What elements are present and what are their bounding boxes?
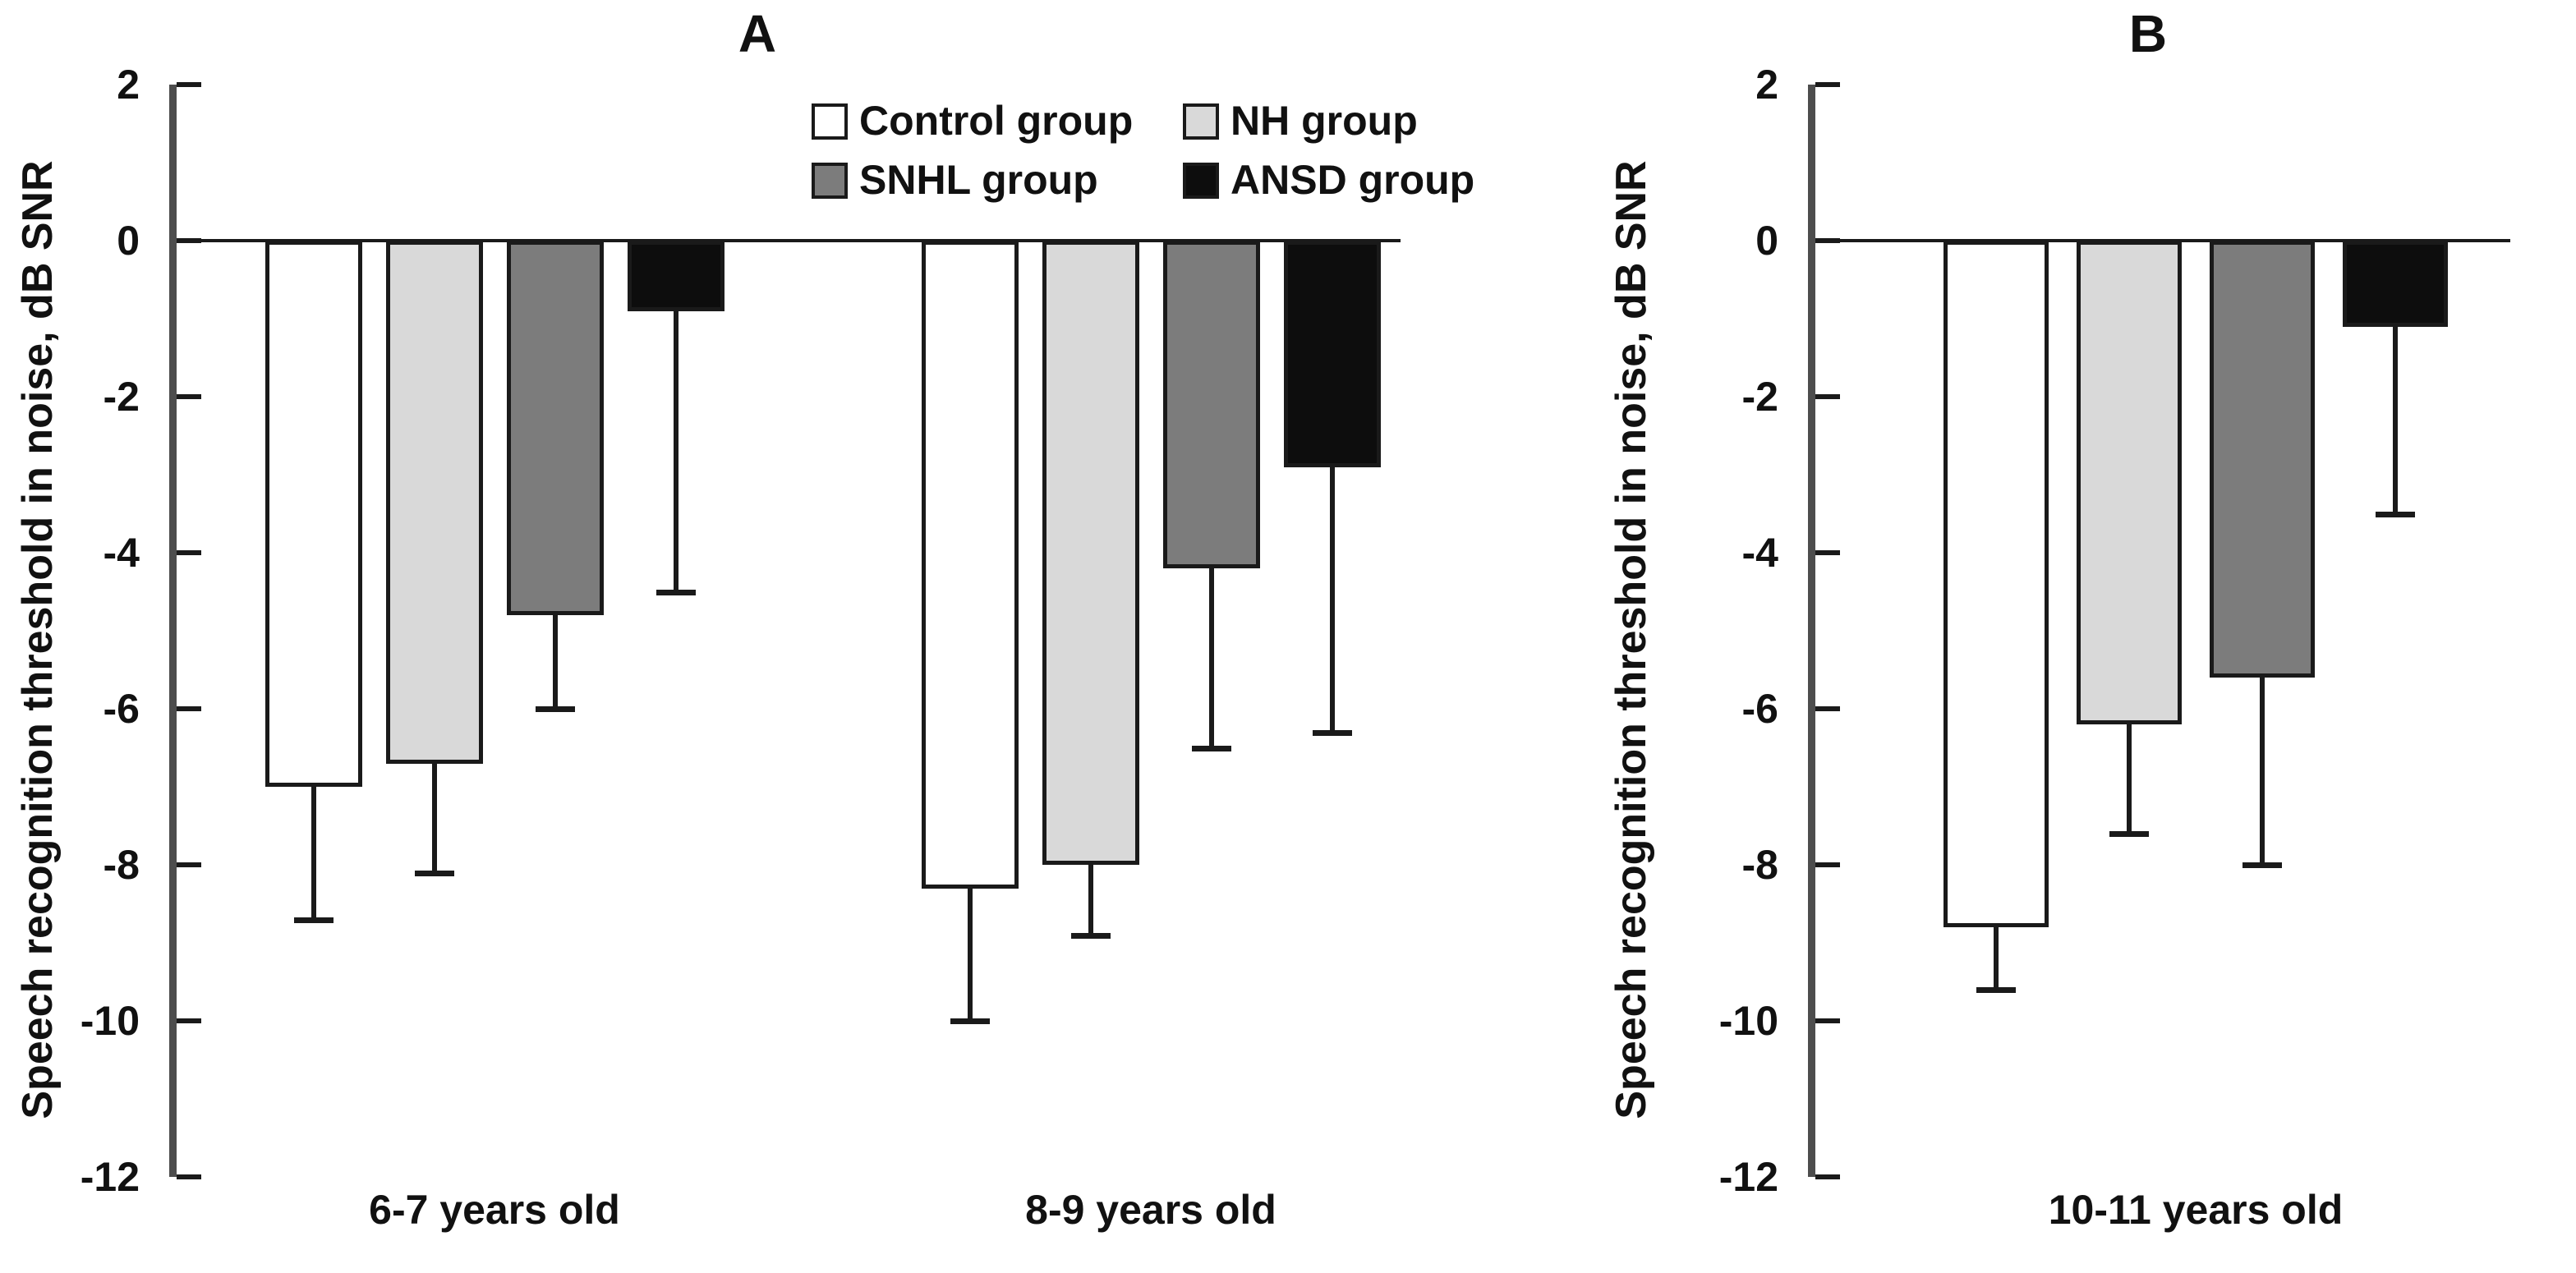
- y-tick: [1815, 82, 1840, 87]
- y-tick: [1815, 1018, 1840, 1023]
- error-bar-cap-snhl-group-10-11-years-old: [2242, 862, 2282, 868]
- error-bar-nh-group-10-11-years-old: [2127, 722, 2132, 834]
- x-category-label: 6-7 years old: [369, 1187, 620, 1233]
- y-tick-label: -12: [1718, 1154, 1778, 1200]
- bar-control-group-10-11-years-old: [1944, 241, 2049, 927]
- panel-a-title: A: [738, 4, 777, 63]
- y-tick-label: 2: [117, 62, 140, 108]
- bar-snhl-group-10-11-years-old: [2210, 241, 2315, 678]
- y-tick-label: 0: [1755, 218, 1778, 264]
- y-tick: [177, 1018, 201, 1023]
- y-tick: [1815, 550, 1840, 555]
- legend-swatch-control-group: [812, 103, 848, 140]
- error-bar-nh-group-8-9-years-old: [1088, 862, 1093, 935]
- bar-ansd-group-6-7-years-old: [627, 241, 724, 311]
- y-tick-label: -10: [1718, 998, 1778, 1044]
- y-tick: [177, 238, 201, 243]
- error-bar-snhl-group-10-11-years-old: [2260, 675, 2265, 865]
- bar-nh-group-8-9-years-old: [1042, 241, 1139, 865]
- bar-control-group-8-9-years-old: [921, 241, 1019, 889]
- x-category-label: 10-11 years old: [2048, 1187, 2344, 1233]
- y-tick: [1815, 1174, 1840, 1179]
- error-bar-cap-control-group-8-9-years-old: [950, 1018, 990, 1024]
- bar-snhl-group-8-9-years-old: [1162, 241, 1260, 568]
- panel-b-title: B: [2128, 4, 2168, 63]
- y-tick-label: -6: [103, 686, 140, 732]
- error-bar-control-group-10-11-years-old: [1994, 925, 1999, 990]
- error-bar-cap-ansd-group-10-11-years-old: [2376, 511, 2415, 517]
- x-axis-zero-line: [1815, 239, 2510, 242]
- y-tick: [1815, 394, 1840, 399]
- x-category-label: 8-9 years old: [1025, 1187, 1276, 1233]
- bar-control-group-6-7-years-old: [264, 241, 362, 787]
- error-bar-snhl-group-6-7-years-old: [552, 613, 558, 709]
- y-tick-label: -2: [1741, 374, 1778, 420]
- y-tick-label: -12: [80, 1154, 140, 1200]
- y-tick: [1815, 706, 1840, 711]
- legend-label-nh-group: NH group: [1230, 98, 1418, 144]
- y-tick: [177, 82, 201, 87]
- error-bar-control-group-8-9-years-old: [967, 885, 973, 1021]
- error-bar-cap-control-group-10-11-years-old: [1976, 987, 2016, 993]
- error-bar-cap-nh-group-10-11-years-old: [2109, 831, 2149, 837]
- y-tick-label: 0: [117, 218, 140, 264]
- y-tick-label: -10: [80, 998, 140, 1044]
- error-bar-snhl-group-8-9-years-old: [1208, 566, 1214, 748]
- x-axis-zero-line: [177, 239, 1401, 242]
- error-bar-nh-group-6-7-years-old: [431, 761, 437, 873]
- y-tick-label: -8: [1741, 842, 1778, 888]
- legend-swatch-snhl-group: [812, 163, 848, 199]
- error-bar-ansd-group-8-9-years-old: [1329, 464, 1335, 733]
- bar-nh-group-10-11-years-old: [2077, 241, 2182, 724]
- y-tick-label: -6: [1741, 686, 1778, 732]
- y-axis-line: [1808, 85, 1815, 1177]
- error-bar-ansd-group-6-7-years-old: [673, 308, 678, 592]
- error-bar-ansd-group-10-11-years-old: [2393, 324, 2398, 514]
- y-tick: [177, 862, 201, 867]
- y-tick: [1815, 238, 1840, 243]
- error-bar-control-group-6-7-years-old: [310, 784, 316, 920]
- bar-snhl-group-6-7-years-old: [506, 241, 604, 615]
- error-bar-cap-control-group-6-7-years-old: [293, 917, 334, 923]
- error-bar-cap-nh-group-8-9-years-old: [1070, 932, 1111, 939]
- y-tick-label: -4: [103, 530, 140, 576]
- y-tick-label: 2: [1755, 62, 1778, 108]
- error-bar-cap-snhl-group-6-7-years-old: [535, 706, 575, 712]
- legend-label-snhl-group: SNHL group: [859, 157, 1098, 203]
- y-tick: [177, 706, 201, 711]
- y-tick: [177, 394, 201, 399]
- legend-label-control-group: Control group: [859, 98, 1134, 144]
- legend-swatch-nh-group: [1183, 103, 1219, 140]
- error-bar-cap-ansd-group-6-7-years-old: [656, 589, 696, 595]
- y-tick: [177, 1174, 201, 1179]
- y-tick: [1815, 862, 1840, 867]
- legend-swatch-ansd-group: [1183, 163, 1219, 199]
- error-bar-cap-snhl-group-8-9-years-old: [1191, 745, 1231, 751]
- y-axis-line: [169, 85, 177, 1177]
- error-bar-cap-ansd-group-8-9-years-old: [1312, 729, 1352, 736]
- y-tick-label: -4: [1741, 530, 1778, 576]
- y-tick-label: -2: [103, 374, 140, 420]
- error-bar-cap-nh-group-6-7-years-old: [414, 870, 454, 876]
- bar-nh-group-6-7-years-old: [385, 241, 483, 764]
- legend-label-ansd-group: ANSD group: [1230, 157, 1475, 203]
- y-tick: [177, 550, 201, 555]
- y-tick-label: -8: [103, 842, 140, 888]
